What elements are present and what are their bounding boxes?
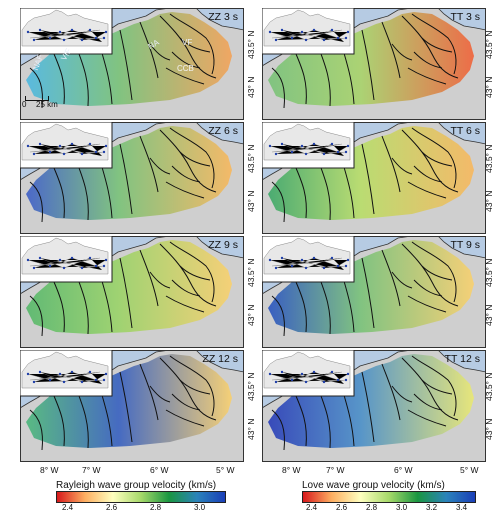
lon-label: 8° W — [40, 465, 59, 475]
lat-label-south: 43° N — [246, 190, 256, 212]
lat-label-south: 43° N — [246, 304, 256, 326]
lon-label: 8° W — [282, 465, 301, 475]
lat-label-north: 43.5° N — [484, 30, 494, 59]
station-inset-map — [20, 8, 113, 55]
lon-label: 7° W — [326, 465, 345, 475]
love-tick: 3.4 — [456, 503, 468, 512]
love-tick: 2.6 — [336, 503, 348, 512]
love-tick: 3.2 — [426, 503, 438, 512]
scale-bar — [25, 96, 49, 101]
velocity-field — [268, 126, 474, 220]
station-inset-map — [262, 8, 355, 55]
lat-label-north: 43.5° N — [246, 258, 256, 287]
velocity-field — [26, 12, 232, 106]
rayleigh-tick: 2.4 — [62, 503, 74, 512]
love-tick: 2.8 — [366, 503, 378, 512]
map-panel-tt12: TT 12 s — [262, 350, 486, 462]
scale-zero: 0 — [22, 100, 27, 109]
panel-title: TT 6 s — [450, 125, 480, 137]
station-inset-map — [20, 122, 113, 169]
panel-title: TT 3 s — [450, 11, 480, 23]
lon-label: 6° W — [394, 465, 413, 475]
panel-title: ZZ 6 s — [208, 125, 238, 137]
rayleigh-tick: 3.0 — [194, 503, 206, 512]
lat-label-south: 43° N — [484, 418, 494, 440]
map-panel-zz12: ZZ 12 s — [20, 350, 244, 462]
scale-distance: 25 km — [36, 100, 58, 109]
panel-title: TT 12 s — [444, 353, 480, 365]
station-inset-map — [20, 350, 113, 397]
love-tick: 3.0 — [396, 503, 408, 512]
lat-label-north: 43.5° N — [484, 372, 494, 401]
station-inset-map — [262, 236, 355, 283]
velocity-field — [26, 240, 232, 334]
lat-label-south: 43° N — [246, 418, 256, 440]
lat-label-north: 43.5° N — [246, 144, 256, 173]
velocity-field — [268, 354, 474, 448]
lon-label: 5° W — [216, 465, 235, 475]
map-panel-tt3: TT 3 s — [262, 8, 486, 120]
lat-label-south: 43° N — [484, 190, 494, 212]
rayleigh-colorbar-title: Rayleigh wave group velocity (km/s) — [56, 480, 217, 491]
lat-label-south: 43° N — [484, 304, 494, 326]
rayleigh-tick: 2.8 — [150, 503, 162, 512]
annotation-ccb: CCB — [177, 64, 194, 73]
annotation-vf: VF — [182, 38, 193, 47]
lat-label-north: 43.5° N — [484, 258, 494, 287]
lon-label: 6° W — [150, 465, 169, 475]
lat-label-north: 43.5° N — [246, 30, 256, 59]
lon-label: 7° W — [82, 465, 101, 475]
station-inset-map — [262, 350, 355, 397]
panel-title: ZZ 12 s — [202, 353, 238, 365]
lat-label-north: 43.5° N — [246, 372, 256, 401]
lon-label: 5° W — [460, 465, 479, 475]
love-colorbar-title: Love wave group velocity (km/s) — [302, 480, 445, 491]
lat-label-south: 43° N — [246, 76, 256, 98]
station-inset-map — [262, 122, 355, 169]
map-panel-tt6: TT 6 s — [262, 122, 486, 234]
love-tick: 2.4 — [306, 503, 318, 512]
map-panel-zz6: ZZ 6 s — [20, 122, 244, 234]
panel-title: ZZ 3 s — [208, 11, 238, 23]
map-panel-zz3: ZZ 3 s — [20, 8, 244, 120]
rayleigh-tick: 2.6 — [106, 503, 118, 512]
rayleigh-colorbar — [56, 491, 226, 503]
velocity-field — [268, 240, 474, 334]
map-panel-zz9: ZZ 9 s — [20, 236, 244, 348]
velocity-field — [26, 126, 232, 220]
love-colorbar — [302, 491, 476, 503]
station-inset-map — [20, 236, 113, 283]
lat-label-north: 43.5° N — [484, 144, 494, 173]
panel-title: TT 9 s — [450, 239, 480, 251]
velocity-field — [268, 12, 474, 106]
map-panel-tt9: TT 9 s — [262, 236, 486, 348]
velocity-field — [26, 354, 232, 448]
panel-title: ZZ 9 s — [208, 239, 238, 251]
lat-label-south: 43° N — [484, 76, 494, 98]
